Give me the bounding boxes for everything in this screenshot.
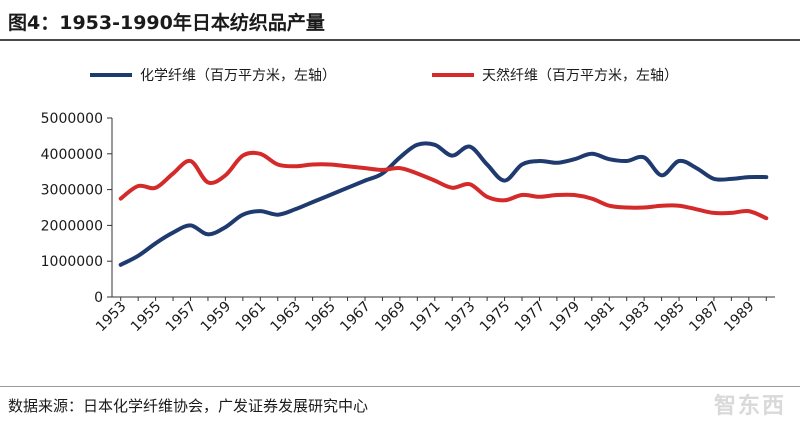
- chart-container: 化学纤维（百万平方米，左轴） 天然纤维（百万平方米，左轴） 0 1000000 200…: [0, 44, 800, 384]
- series-line-2: [118, 150, 769, 221]
- x-tick-label: 1985: [651, 299, 688, 336]
- x-axis: 1953195519571959196119631965196719691971…: [93, 296, 775, 336]
- x-tick-label: 1957: [163, 299, 200, 336]
- x-tick-label: 1969: [372, 299, 409, 336]
- series-line-1: [118, 141, 769, 267]
- y-tick-label: 3000000: [41, 183, 103, 199]
- y-axis: 0 1000000 2000000 3000000 4000000 5000000: [41, 111, 113, 306]
- x-tick-label: 1977: [512, 299, 549, 336]
- title-divider: [0, 39, 800, 41]
- source-note: 数据来源：日本化学纤维协会，广发证券发展研究中心: [8, 397, 369, 415]
- title-bar: 图4：1953-1990年日本纺织品产量: [0, 0, 800, 44]
- x-tick-label: 1967: [337, 299, 374, 336]
- y-tick-label: 0: [94, 290, 103, 306]
- x-tick-label: 1981: [582, 299, 619, 336]
- x-tick-label: 1983: [616, 299, 653, 336]
- x-tick-label: 1989: [721, 299, 758, 336]
- y-tick-label: 4000000: [41, 147, 103, 163]
- chart-legend: 化学纤维（百万平方米，左轴） 天然纤维（百万平方米，左轴）: [90, 67, 678, 84]
- watermark-logo: 智东西: [713, 394, 786, 419]
- footer-divider: [0, 386, 800, 387]
- x-tick-label: 1975: [477, 299, 514, 336]
- x-tick-label: 1979: [547, 299, 584, 336]
- x-tick-label: 1965: [302, 299, 339, 336]
- page-title: 图4：1953-1990年日本纺织品产量: [8, 12, 325, 34]
- line-chart: 化学纤维（百万平方米，左轴） 天然纤维（百万平方米，左轴） 0 1000000 200…: [41, 67, 775, 336]
- y-tick-label: 5000000: [41, 111, 103, 127]
- x-tick-label: 1973: [442, 299, 479, 336]
- x-tick-label: 1987: [686, 299, 723, 336]
- x-tick-label: 1963: [268, 299, 305, 336]
- x-tick-label: 1959: [198, 299, 235, 336]
- series-group: [118, 141, 769, 267]
- y-tick-label: 2000000: [41, 218, 103, 234]
- x-tick-label: 1955: [128, 299, 165, 336]
- y-tick-label: 1000000: [41, 254, 103, 270]
- legend-label-1: 化学纤维（百万平方米，左轴）: [140, 68, 336, 84]
- x-tick-label: 1961: [233, 299, 270, 336]
- legend-label-2: 天然纤维（百万平方米，左轴）: [482, 67, 678, 84]
- x-tick-label: 1971: [407, 299, 444, 336]
